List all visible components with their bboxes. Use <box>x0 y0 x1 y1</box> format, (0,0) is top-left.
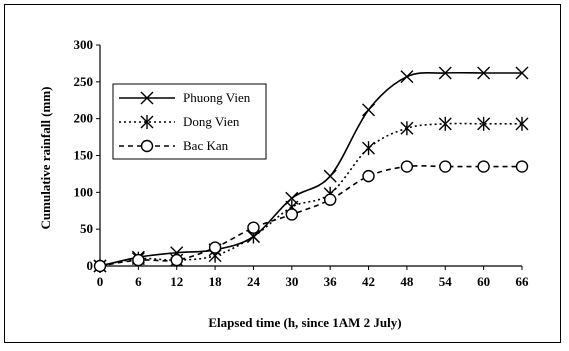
series-line <box>99 165 522 267</box>
data-point <box>247 221 260 234</box>
x-axis-label: Elapsed time (h, since 1AM 2 July) <box>208 315 401 330</box>
y-tick-label: 150 <box>74 148 94 163</box>
y-tick-label: 100 <box>74 184 94 199</box>
x-tick-label: 18 <box>209 274 223 289</box>
data-point <box>132 253 145 267</box>
y-tick-label: 200 <box>74 111 94 126</box>
y-tick-label: 0 <box>87 258 94 273</box>
x-tick-label: 30 <box>285 274 298 289</box>
x-tick-label: 0 <box>97 274 104 289</box>
y-tick-label: 50 <box>80 221 93 236</box>
data-point <box>140 115 154 129</box>
x-tick-label: 6 <box>135 274 142 289</box>
y-axis-label: Cumulative rainfall (mm) <box>38 87 53 230</box>
x-tick-label: 36 <box>324 274 338 289</box>
x-tick-label: 48 <box>400 274 414 289</box>
x-tick-label: 60 <box>477 274 490 289</box>
x-tick-label: 12 <box>170 274 183 289</box>
data-point <box>362 169 375 183</box>
data-point <box>438 116 452 131</box>
x-tick-label: 42 <box>362 274 375 289</box>
legend-label: Bac Kan <box>183 138 229 153</box>
x-tick-label: 54 <box>439 274 453 289</box>
legend-label: Dong Vien <box>183 114 240 129</box>
data-point <box>323 193 337 206</box>
data-point <box>170 253 183 267</box>
legend-item: Dong Vien <box>119 114 240 129</box>
data-point <box>515 66 529 80</box>
data-point <box>285 208 299 221</box>
data-point <box>362 141 376 156</box>
data-point <box>439 160 452 173</box>
data-point <box>477 116 491 131</box>
x-tick-label: 66 <box>516 274 530 289</box>
legend-item: Phuong Vien <box>119 90 251 105</box>
data-point <box>515 160 529 173</box>
data-point <box>477 66 491 80</box>
series-line <box>99 71 522 267</box>
chart-frame <box>4 4 561 343</box>
data-point <box>140 91 154 105</box>
data-point <box>400 121 414 136</box>
data-point <box>208 241 222 254</box>
data-point <box>323 169 337 183</box>
legend-label: Phuong Vien <box>183 90 251 105</box>
series-group <box>93 66 529 273</box>
data-point <box>515 116 529 131</box>
data-point <box>438 66 452 80</box>
data-point <box>477 160 490 173</box>
y-tick-label: 250 <box>74 74 94 89</box>
data-point <box>93 259 107 273</box>
data-point <box>140 139 154 153</box>
y-tick-label: 300 <box>74 37 94 52</box>
data-point <box>362 103 376 117</box>
legend-item: Bac Kan <box>119 138 229 153</box>
legend: Phuong Vien Dong Vien Bac Kan <box>112 83 267 160</box>
x-axis: 0 6 12 18 24 30 36 42 48 54 60 66 <box>97 266 529 289</box>
y-axis: 0 50 100 150 200 250 300 <box>74 37 100 273</box>
data-point <box>400 160 414 173</box>
x-tick-label: 24 <box>247 274 261 289</box>
series-3 <box>93 160 529 273</box>
data-point <box>400 70 414 84</box>
